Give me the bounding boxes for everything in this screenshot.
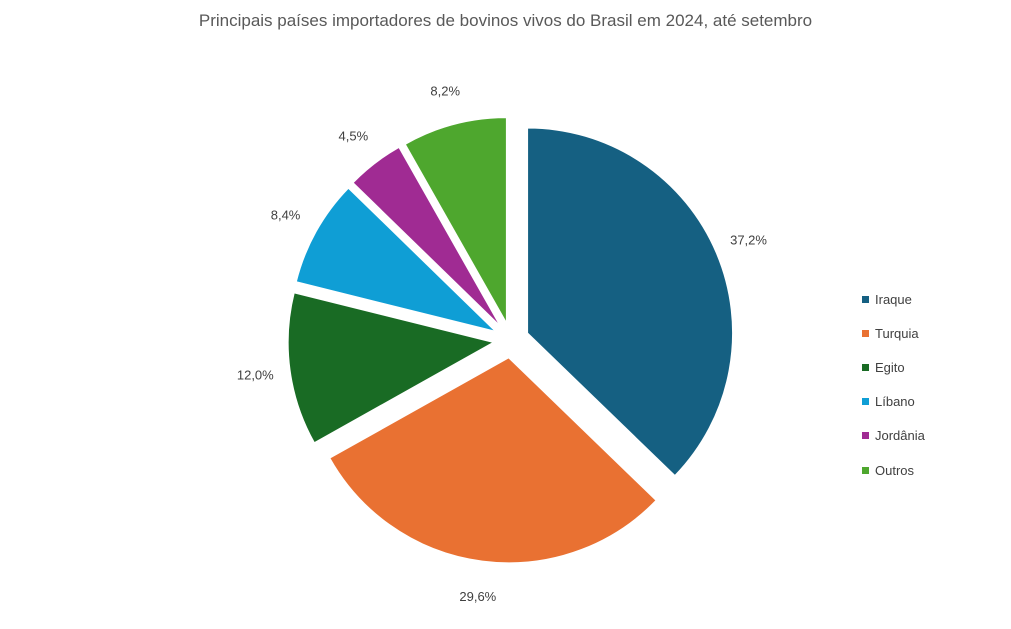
data-label-turquia: 29,6%: [459, 589, 496, 604]
pie-slice-líbano: [295, 187, 497, 333]
data-label-outros: 8,2%: [430, 84, 460, 99]
legend-item: Outros: [862, 453, 925, 487]
legend-label: Jordânia: [875, 428, 925, 444]
pie-slice-turquia: [329, 357, 657, 564]
legend-label: Iraque: [875, 291, 912, 307]
data-label-líbano: 8,4%: [271, 208, 301, 223]
legend-swatch: [862, 329, 869, 337]
data-labels: 37,2% 29,6% 12,0% 8,4% 4,5% 8,2%: [237, 84, 768, 604]
legend-item: Egito: [862, 350, 925, 384]
legend-label: Líbano: [875, 394, 915, 410]
legend-label: Outros: [875, 462, 915, 478]
pie-slice-egito: [287, 292, 495, 444]
data-label-jordânia: 4,5%: [339, 129, 369, 144]
legend-swatch: [862, 466, 869, 474]
legend-item: Jordânia: [862, 419, 925, 453]
legend: Iraque Turquia Egito Líbano Jordânia Outros: [862, 282, 925, 487]
legend-item: Líbano: [862, 385, 925, 419]
legend-swatch: [862, 363, 869, 371]
legend-swatch: [862, 295, 869, 303]
pie-slice-iraque: [527, 127, 733, 477]
data-label-iraque: 37,2%: [730, 232, 767, 247]
data-label-egito: 12,0%: [237, 367, 274, 382]
legend-item: Turquia: [862, 316, 925, 350]
legend-swatch: [862, 432, 869, 440]
pie-slice-outros: [404, 117, 507, 325]
legend-swatch: [862, 398, 869, 406]
chart-title: Principais países importadores de bovino…: [198, 11, 813, 30]
legend-item: Iraque: [862, 282, 925, 316]
pie-slices: [287, 117, 733, 564]
legend-label: Egito: [875, 359, 905, 375]
legend-label: Turquia: [875, 325, 919, 341]
pie-slice-jordânia: [352, 146, 501, 327]
